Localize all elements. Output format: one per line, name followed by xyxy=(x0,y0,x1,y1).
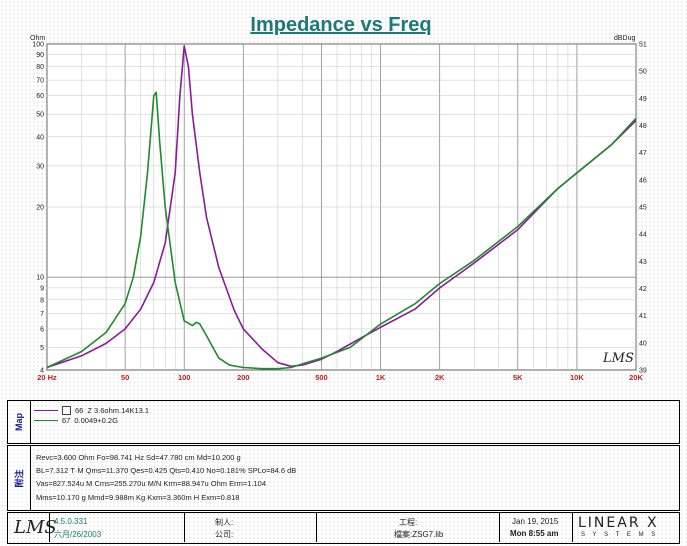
time-text: Mon 8:55 am xyxy=(510,529,559,538)
y-tick-label-left: 50 xyxy=(36,112,44,119)
y-tick-label-right: 51 xyxy=(639,42,647,49)
legend-panel: Map xyxy=(7,400,680,444)
note-line-2: BL=7.312 T·M Qms=11.370 Qes=0.425 Qts=0.… xyxy=(36,466,297,475)
y-tick-label-right: 50 xyxy=(639,69,647,76)
y-tick-label-left: 80 xyxy=(36,64,44,71)
y-tick-label-left: 90 xyxy=(36,52,44,59)
person-label: 制人: xyxy=(215,518,234,527)
y-tick-label-right: 44 xyxy=(639,232,647,239)
y-tick-label-left: 4 xyxy=(40,368,44,375)
project-label: 工程: xyxy=(399,518,418,527)
x-tick-label: 5K xyxy=(513,373,523,382)
legend-swatch-green xyxy=(34,420,58,421)
notes-panel: 附注 xyxy=(7,445,680,511)
y-tick-label-left: 8 xyxy=(40,297,44,304)
legend-entry-id: 67 xyxy=(62,416,71,425)
footer-project-cell: 工程: 檔案:ZSG7.lib xyxy=(317,513,500,542)
x-tick-label: 200 xyxy=(237,373,250,382)
version-text: 4.5.0.331 xyxy=(54,517,88,526)
note-line-4: Mms=10.170 g Mmd=9.988m Kg Kxm=3.360m H … xyxy=(36,493,240,502)
x-tick-label: 100 xyxy=(178,373,191,382)
y-tick-label-left: 70 xyxy=(36,78,44,85)
checkbox-icon[interactable] xyxy=(62,406,71,415)
date-text: Jan 19, 2015 xyxy=(512,517,559,526)
version-date: 六月/26/2003 xyxy=(54,530,102,539)
y-tick-label-left: 6 xyxy=(40,326,44,333)
legend-swatch-purple xyxy=(34,410,58,411)
series-group xyxy=(46,45,637,370)
file-label: 檔案:ZSG7.lib xyxy=(394,530,444,539)
legend-entry-66[interactable]: 66 Z 3.6ohm.14K13.1 xyxy=(34,406,149,415)
legend-side-label: Map xyxy=(8,401,31,443)
brand-sub: S Y S T E M S xyxy=(581,532,659,538)
y-tick-label-right: 48 xyxy=(639,123,647,130)
y-tick-label-left: 100 xyxy=(32,42,44,49)
x-tick-label: 500 xyxy=(315,373,328,382)
footer-logo-cell: LMS xyxy=(8,513,57,542)
notes-title: 附注 xyxy=(14,468,25,488)
y-tick-label-right: 40 xyxy=(639,340,647,347)
note-line-1: Revc=3.600 Ohm Fo=98.741 Hz Sd=47.780 cm… xyxy=(36,453,241,462)
x-tick-label: 50 xyxy=(121,373,129,382)
footer-date-cell: Jan 19, 2015 Mon 8:55 am xyxy=(500,513,573,542)
y-tick-label-left: 9 xyxy=(40,285,44,292)
x-tick-label: 10K xyxy=(570,373,584,382)
legend-entry-id: 66 xyxy=(75,406,84,415)
x-tick-label: 20K xyxy=(629,373,643,382)
company-label: 公司: xyxy=(215,530,234,539)
footer-bar xyxy=(7,512,680,544)
y-tick-label-right: 43 xyxy=(639,259,647,266)
y-tick-label-left: 40 xyxy=(36,134,44,141)
y-tick-label-right: 45 xyxy=(639,205,647,212)
y-tick-label-left: 10 xyxy=(36,275,44,282)
notes-side-label: 附注 xyxy=(8,446,31,510)
y-tick-label-left: 7 xyxy=(40,311,44,318)
chart-title: Impedance vs Freq xyxy=(250,14,431,36)
footer-version-cell: 4.5.0.331 六月/26/2003 xyxy=(50,513,185,542)
x-tick-label: 2K xyxy=(435,373,445,382)
y-tick-label-right: 41 xyxy=(639,313,647,320)
y-tick-label-left: 20 xyxy=(36,205,44,212)
brand-logo: LINEAR X xyxy=(578,515,659,531)
series-line-2 xyxy=(46,91,637,370)
axis-tick-labels: 20 Hz 50 100 200 500 1K 2K 5K 10K 20K 100 90 80 70 60 5… xyxy=(32,42,647,383)
legend-title: Map xyxy=(14,413,24,431)
x-tick-label: 20 Hz xyxy=(37,373,57,382)
y-tick-label-left: 60 xyxy=(36,93,44,100)
series-line-1 xyxy=(46,45,637,369)
x-tick-label: 1K xyxy=(376,373,386,382)
legend-entry-67[interactable]: 67 0.0049+0.2G xyxy=(34,416,118,425)
lms-logo: LMS xyxy=(14,517,57,538)
footer-person-cell: 制人: 公司: xyxy=(185,513,317,542)
legend-entry-text: 0.0049+0.2G xyxy=(74,416,118,425)
chart-watermark: LMS xyxy=(602,351,634,366)
y-tick-label-right: 39 xyxy=(639,368,647,375)
y-tick-label-left: 30 xyxy=(36,163,44,170)
footer-brand-cell: LINEAR X S Y S T E M S xyxy=(573,513,677,542)
y-tick-label-right: 49 xyxy=(639,96,647,103)
legend-entry-text: Z 3.6ohm.14K13.1 xyxy=(87,406,150,415)
y-tick-label-right: 47 xyxy=(639,150,647,157)
note-line-3: Vas=827.524u M Cms=255.270u M/N Krm=88.9… xyxy=(36,479,266,488)
y-tick-label-right: 42 xyxy=(639,286,647,293)
y-tick-label-right: 46 xyxy=(639,177,647,184)
y-axis-left-label: Ohm xyxy=(30,35,45,42)
y-tick-label-left: 5 xyxy=(40,345,44,352)
y-axis-right-label: dBDug xyxy=(614,35,636,42)
